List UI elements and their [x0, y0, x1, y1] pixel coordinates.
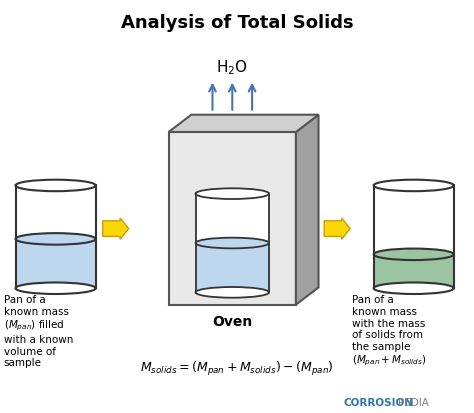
Ellipse shape — [374, 249, 454, 261]
Bar — [16, 186, 96, 289]
Text: CORROSION: CORROSION — [343, 397, 413, 407]
Ellipse shape — [196, 189, 269, 199]
Bar — [16, 239, 95, 288]
Ellipse shape — [196, 287, 269, 298]
Text: H$_2$O: H$_2$O — [216, 58, 248, 76]
Bar — [169, 133, 296, 305]
Bar — [196, 194, 269, 293]
Text: Pan of a
known mass
with the mass
of solids from
the sample
$(M_{pan} + M_{solid: Pan of a known mass with the mass of sol… — [353, 295, 427, 367]
Text: $M_{solids} = (M_{pan} + M_{solids}) - (M_{pan})$: $M_{solids} = (M_{pan} + M_{solids}) - (… — [140, 360, 334, 377]
Text: Pan of a
known mass
$(M_{pan})$ filled
with a known
volume of
sample: Pan of a known mass $(M_{pan})$ filled w… — [4, 295, 73, 367]
Bar — [196, 243, 269, 292]
Ellipse shape — [16, 234, 96, 245]
Text: PEDIA: PEDIA — [398, 397, 429, 407]
Ellipse shape — [16, 180, 96, 192]
Bar — [374, 255, 453, 288]
Ellipse shape — [196, 238, 269, 249]
Polygon shape — [296, 115, 319, 305]
Bar — [374, 186, 454, 289]
Ellipse shape — [374, 283, 454, 294]
Text: Analysis of Total Solids: Analysis of Total Solids — [121, 14, 353, 32]
Ellipse shape — [374, 180, 454, 192]
FancyArrow shape — [324, 218, 350, 240]
Text: Oven: Oven — [212, 314, 253, 328]
Ellipse shape — [16, 283, 96, 294]
FancyArrow shape — [103, 218, 128, 240]
Polygon shape — [169, 115, 319, 133]
